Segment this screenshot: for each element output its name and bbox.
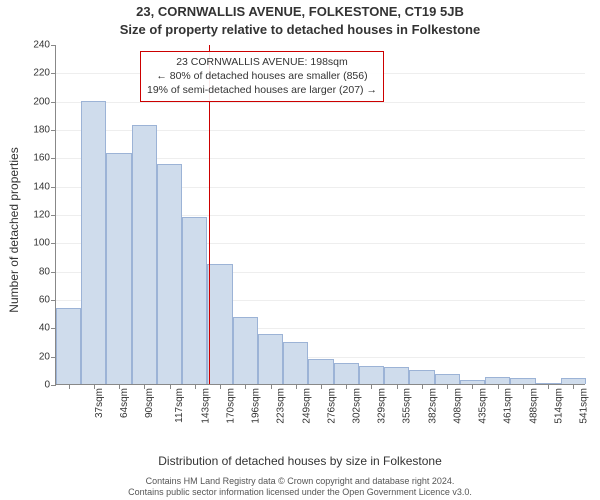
x-tick-label: 37sqm: [94, 388, 105, 418]
histogram-bar: [359, 366, 384, 384]
x-tick-label: 90sqm: [144, 388, 155, 418]
x-tick-label: 408sqm: [453, 388, 464, 424]
x-tick-label: 302sqm: [352, 388, 363, 424]
x-tick: [296, 384, 297, 389]
x-tick-label: 382sqm: [427, 388, 438, 424]
histogram-bar: [81, 101, 106, 384]
footer-line-1: Contains HM Land Registry data © Crown c…: [0, 476, 600, 487]
y-tick-label: 140: [33, 181, 50, 192]
x-tick: [144, 384, 145, 389]
annotation-line: ← 80% of detached houses are smaller (85…: [147, 69, 377, 83]
chart-title-subtitle: Size of property relative to detached ho…: [0, 22, 600, 37]
chart-title-address: 23, CORNWALLIS AVENUE, FOLKESTONE, CT19 …: [0, 4, 600, 19]
histogram-bar: [283, 342, 308, 385]
footer-attribution: Contains HM Land Registry data © Crown c…: [0, 476, 600, 499]
x-tick-label: 196sqm: [251, 388, 262, 424]
y-tick-label: 180: [33, 125, 50, 136]
x-tick: [69, 384, 70, 389]
x-tick: [271, 384, 272, 389]
histogram-bar: [435, 374, 460, 384]
x-tick: [346, 384, 347, 389]
histogram-bar: [233, 317, 258, 384]
y-tick-label: 80: [39, 266, 50, 277]
histogram-bar: [106, 153, 131, 384]
x-tick-label: 170sqm: [225, 388, 236, 424]
annotation-box: 23 CORNWALLIS AVENUE: 198sqm← 80% of det…: [140, 51, 384, 102]
histogram-bar: [56, 308, 81, 385]
chart-container: 23, CORNWALLIS AVENUE, FOLKESTONE, CT19 …: [0, 0, 600, 500]
annotation-line: 19% of semi-detached houses are larger (…: [147, 83, 377, 97]
x-tick: [573, 384, 574, 389]
y-tick: [51, 385, 56, 386]
x-tick: [472, 384, 473, 389]
x-tick: [498, 384, 499, 389]
x-tick-label: 461sqm: [503, 388, 514, 424]
histogram-bar: [132, 125, 157, 384]
y-axis-label: Number of detached properties: [7, 147, 21, 312]
histogram-bar: [157, 164, 182, 384]
histogram-bar: [334, 363, 359, 384]
y-tick-label: 240: [33, 40, 50, 51]
x-tick: [447, 384, 448, 389]
x-tick-label: 117sqm: [174, 388, 185, 423]
histogram-bar: [409, 370, 434, 384]
x-tick-label: 64sqm: [119, 388, 130, 418]
x-tick-label: 514sqm: [553, 388, 564, 424]
y-tick-label: 220: [33, 68, 50, 79]
y-tick-label: 40: [39, 323, 50, 334]
plot-area: 02040608010012014016018020022024037sqm64…: [55, 45, 585, 385]
x-tick-label: 329sqm: [377, 388, 388, 424]
histogram-bar: [308, 359, 333, 385]
x-tick: [371, 384, 372, 389]
x-tick: [523, 384, 524, 389]
y-tick-label: 0: [44, 380, 50, 391]
x-tick-label: 143sqm: [200, 388, 211, 424]
x-tick: [548, 384, 549, 389]
y-tick-label: 20: [39, 351, 50, 362]
histogram-bar: [485, 377, 510, 384]
x-tick: [195, 384, 196, 389]
x-tick: [220, 384, 221, 389]
x-tick: [119, 384, 120, 389]
histogram-bar: [207, 264, 232, 384]
x-tick-label: 249sqm: [301, 388, 312, 424]
x-axis-label: Distribution of detached houses by size …: [0, 454, 600, 468]
x-tick-label: 541sqm: [579, 388, 590, 424]
x-tick-label: 435sqm: [478, 388, 489, 424]
x-tick-label: 355sqm: [402, 388, 413, 424]
annotation-line: 23 CORNWALLIS AVENUE: 198sqm: [147, 55, 377, 69]
y-tick-label: 60: [39, 295, 50, 306]
histogram-bar: [258, 334, 283, 384]
x-tick: [321, 384, 322, 389]
x-tick: [397, 384, 398, 389]
x-tick-label: 276sqm: [326, 388, 337, 424]
x-tick: [94, 384, 95, 389]
y-tick-label: 120: [33, 210, 50, 221]
histogram-bar: [384, 367, 409, 384]
x-tick: [422, 384, 423, 389]
x-tick-label: 488sqm: [528, 388, 539, 424]
x-tick: [170, 384, 171, 389]
y-tick-label: 100: [33, 238, 50, 249]
y-tick-label: 160: [33, 153, 50, 164]
plot-inner: 02040608010012014016018020022024037sqm64…: [55, 45, 585, 385]
y-tick-label: 200: [33, 96, 50, 107]
x-tick-label: 223sqm: [276, 388, 287, 424]
x-tick: [245, 384, 246, 389]
footer-line-2: Contains public sector information licen…: [0, 487, 600, 498]
histogram-bar: [182, 217, 207, 384]
